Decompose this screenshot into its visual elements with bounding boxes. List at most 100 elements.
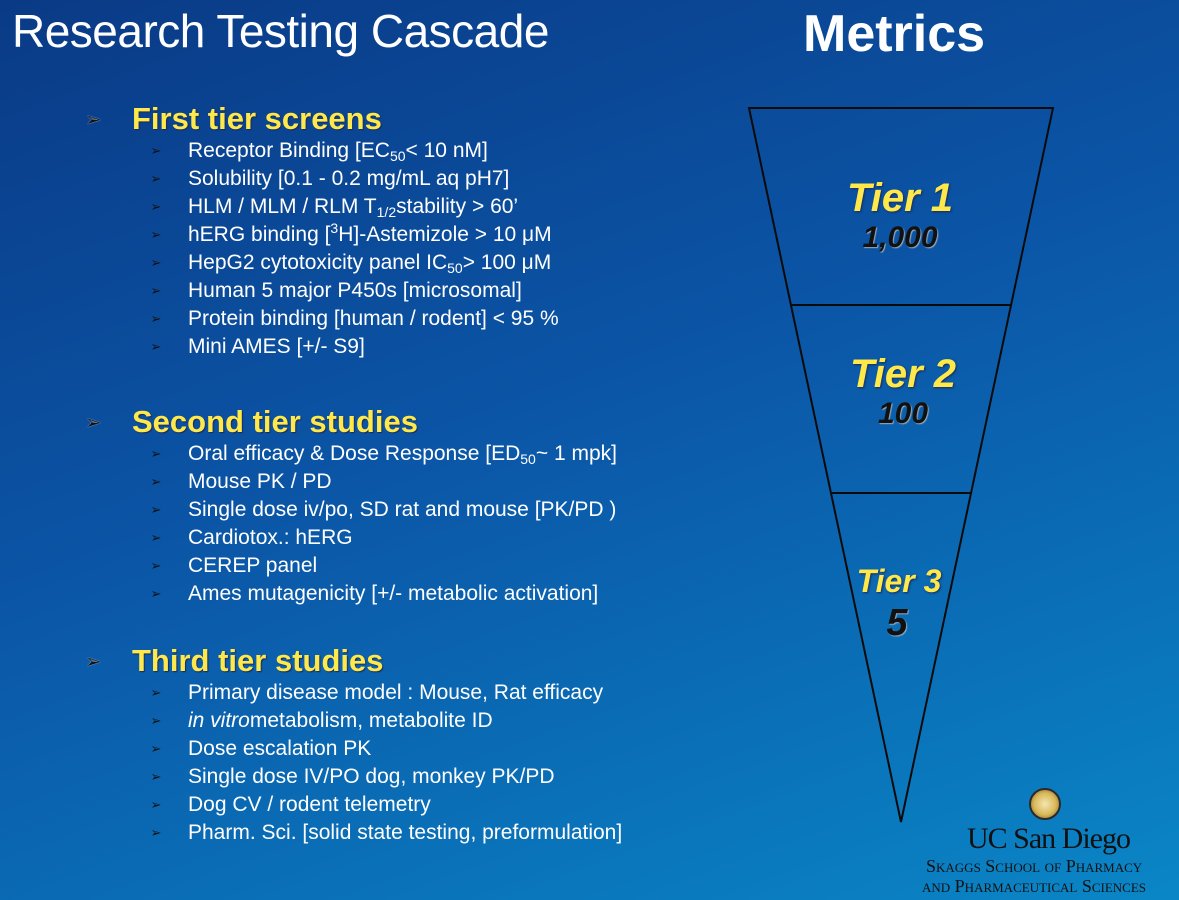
section-heading: Third tier studies [132, 643, 384, 678]
logo-university-name: UC San Diego [967, 822, 1131, 855]
tier-2-name: Tier 2 [850, 352, 956, 396]
list-item: ➢ HLM / MLM / RLM T 1/2 stability > 60’ [85, 193, 559, 221]
arrow-bullet-icon: ➢ [85, 411, 102, 434]
item-text-post: ~ 1 mpk] [535, 442, 617, 465]
section-item-list: ➢ Receptor Binding [EC 50 < 10 nM] ➢ Solubil… [85, 137, 559, 361]
list-item: ➢ Primary disease model : Mouse, Rat effi… [85, 679, 622, 707]
item-text-text: Mini AMES [+/- S9] [188, 335, 365, 358]
item-text-text: Single dose IV/PO dog, monkey PK/PD [188, 765, 555, 788]
tier-3-name: Tier 3 [856, 563, 942, 599]
logo-school-subtitle: and Pharmaceutical Sciences [922, 876, 1147, 896]
funnel-outline [747, 107, 1055, 823]
arrow-bullet-icon: ➢ [150, 713, 162, 728]
tier-3-block: Tier 3 5 [819, 563, 979, 645]
list-item: ➢ Mouse PK / PD [85, 468, 617, 496]
arrow-bullet-icon: ➢ [150, 769, 162, 784]
item-text-text: Solubility [0.1 - 0.2 mg/mL aq pH7] [188, 167, 510, 190]
section-heading-row: ➢ Third tier studies [85, 643, 622, 679]
list-item: ➢ Dose escalation PK [85, 735, 622, 763]
item-text-text: Cardiotox.: hERG [188, 526, 353, 549]
section-1: ➢ First tier screens ➢ Receptor Binding [EC… [85, 101, 559, 361]
list-item: ➢ Solubility [0.1 - 0.2 mg/mL aq pH7] [85, 165, 559, 193]
arrow-bullet-icon: ➢ [150, 558, 162, 573]
arrow-bullet-icon: ➢ [150, 685, 162, 700]
item-text-pre: HLM / MLM / RLM T [188, 195, 377, 218]
arrow-bullet-icon: ➢ [150, 171, 162, 186]
item-text-pre: Oral efficacy & Dose Response [ED [188, 442, 521, 465]
tier-1-block: Tier 1 1,000 [800, 176, 1000, 255]
item-text-post: metabolism, metabolite ID [249, 709, 493, 732]
item-text-text: Dose escalation PK [188, 737, 372, 760]
item-text-pre: Receptor Binding [EC [188, 139, 390, 162]
tier-3-count: 5 [886, 602, 908, 644]
item-text-text: Human 5 major P450s [microsomal] [188, 279, 522, 302]
arrow-bullet-icon: ➢ [150, 797, 162, 812]
arrow-bullet-icon: ➢ [150, 311, 162, 326]
item-text-sub: 50 [447, 260, 463, 276]
list-item: ➢ Protein binding [human / rodent] < 95 % [85, 305, 559, 333]
section-heading: First tier screens [132, 101, 382, 136]
item-text-pre: HepG2 cytotoxicity panel IC [188, 251, 448, 274]
arrow-bullet-icon: ➢ [150, 502, 162, 517]
list-item: ➢ HepG2 cytotoxicity panel IC 50 > 100 μM [85, 249, 559, 277]
arrow-bullet-icon: ➢ [150, 586, 162, 601]
item-text-text: Primary disease model : Mouse, Rat effic… [188, 681, 604, 704]
item-text-text: Dog CV / rodent telemetry [188, 793, 431, 816]
university-seal-icon [1029, 788, 1061, 820]
item-text-text: Pharm. Sci. [solid state testing, prefor… [188, 821, 623, 844]
item-text-text: Protein binding [human / rodent] < 95 % [188, 307, 559, 330]
arrow-bullet-icon: ➢ [150, 474, 162, 489]
item-text-sup: 3 [330, 220, 339, 236]
item-text-post: > 100 μM [462, 251, 552, 274]
arrow-bullet-icon: ➢ [85, 108, 102, 131]
item-text-post: < 10 nM] [405, 139, 488, 162]
list-item: ➢ CEREP panel [85, 552, 617, 580]
arrow-bullet-icon: ➢ [150, 227, 162, 242]
arrow-bullet-icon: ➢ [150, 825, 162, 840]
item-text-post: stability > 60’ [396, 195, 519, 218]
arrow-bullet-icon: ➢ [150, 283, 162, 298]
ucsd-logo: UC San Diego Skaggs School of Pharmacy a… [922, 788, 1176, 898]
metrics-title: Metrics [803, 5, 986, 63]
section-3: ➢ Third tier studies ➢ Primary disease mode… [85, 643, 622, 847]
list-item: ➢ Dog CV / rodent telemetry [85, 791, 622, 819]
item-text-text: Mouse PK / PD [188, 470, 332, 493]
arrow-bullet-icon: ➢ [150, 530, 162, 545]
list-item: ➢ Human 5 major P450s [microsomal] [85, 277, 559, 305]
tier-1-count: 1,000 [862, 221, 938, 254]
list-item: ➢ hERG binding [3 H]-Astemizole > 10 μM [85, 220, 559, 249]
section-item-list: ➢ Oral efficacy & Dose Response [ED 50 ~ 1… [85, 440, 617, 608]
arrow-bullet-icon: ➢ [150, 741, 162, 756]
tier-2-count: 100 [877, 397, 929, 430]
item-text-sub: 50 [520, 451, 536, 467]
item-text-sub: 50 [389, 148, 406, 164]
item-text-sub: 1/2 [376, 204, 397, 220]
arrow-bullet-icon: ➢ [150, 143, 162, 158]
list-item: ➢ Receptor Binding [EC 50 < 10 nM] [85, 137, 559, 165]
tier-1-name: Tier 1 [847, 176, 953, 220]
item-text-text: Ames mutagenicity [+/- metabolic activat… [188, 582, 599, 605]
slide-title: Research Testing Cascade [12, 5, 549, 57]
list-item: ➢ Oral efficacy & Dose Response [ED 50 ~ 1… [85, 440, 617, 468]
item-text-text: Single dose iv/po, SD rat and mouse [PK/… [188, 498, 617, 521]
arrow-bullet-icon: ➢ [150, 255, 162, 270]
list-item: ➢ Cardiotox.: hERG [85, 524, 617, 552]
section-heading-row: ➢ First tier screens [85, 101, 559, 137]
item-text-text: CEREP panel [188, 554, 318, 577]
section-item-list: ➢ Primary disease model : Mouse, Rat effi… [85, 679, 623, 847]
item-text-pre: hERG binding [ [188, 223, 331, 246]
tier-2-block: Tier 2 100 [803, 352, 1003, 431]
list-item: ➢ Ames mutagenicity [+/- metabolic activa… [85, 580, 617, 608]
arrow-bullet-icon: ➢ [150, 446, 162, 461]
section-2: ➢ Second tier studies ➢ Oral efficacy & Dos… [85, 404, 617, 608]
list-item: ➢ Single dose IV/PO dog, monkey PK/PD [85, 763, 622, 791]
list-item: ➢ Single dose iv/po, SD rat and mouse [PK… [85, 496, 617, 524]
arrow-bullet-icon: ➢ [150, 199, 162, 214]
section-heading-row: ➢ Second tier studies [85, 404, 617, 440]
arrow-bullet-icon: ➢ [150, 339, 162, 354]
item-text-ital: in vitro [188, 709, 250, 732]
list-item: ➢ Pharm. Sci. [solid state testing, prefo… [85, 819, 623, 847]
section-heading: Second tier studies [132, 404, 418, 439]
arrow-bullet-icon: ➢ [85, 650, 102, 673]
